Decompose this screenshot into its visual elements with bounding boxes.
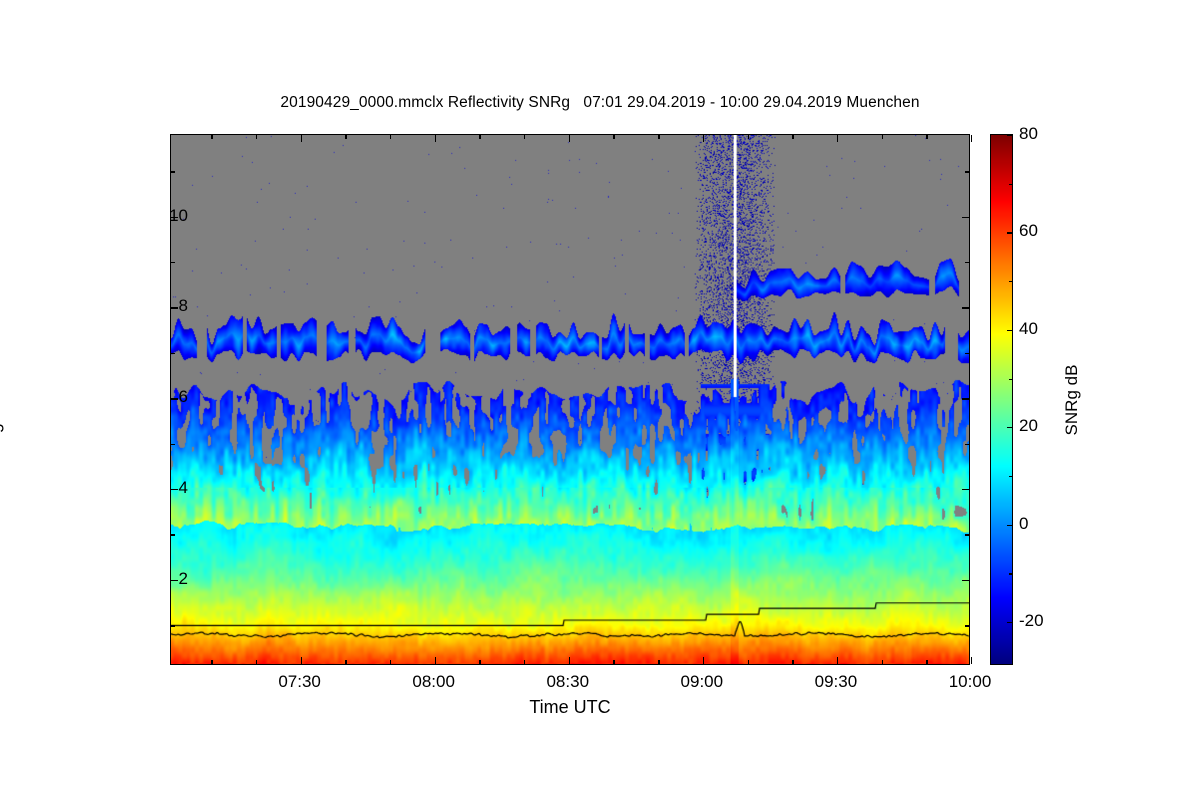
colorbar-tick-label: 80 bbox=[1019, 124, 1038, 143]
x-tick-minor-top bbox=[792, 135, 794, 139]
x-tick-minor bbox=[479, 660, 481, 664]
page-title: 20190429_0000.mmclx Reflectivity SNRg 07… bbox=[280, 94, 920, 111]
x-tick-major-top bbox=[836, 135, 839, 142]
x-tick-major-top bbox=[434, 135, 437, 142]
y-tick-minor-right bbox=[965, 171, 969, 173]
y-tick-major bbox=[171, 216, 178, 219]
y-tick-label: 4 bbox=[178, 478, 188, 497]
colorbar-tick-minor bbox=[1009, 378, 1012, 380]
x-tick-label: 09:30 bbox=[814, 672, 858, 691]
x-tick-minor bbox=[747, 660, 749, 664]
colorbar-tick bbox=[1007, 329, 1012, 332]
colorbar-tick-minor bbox=[1009, 281, 1012, 283]
x-tick-minor-top bbox=[658, 135, 660, 139]
x-tick-label: 10:00 bbox=[948, 672, 992, 691]
x-tick-minor-top bbox=[747, 135, 749, 139]
y-tick-major bbox=[171, 579, 178, 582]
y-tick-label: 10 bbox=[169, 205, 188, 225]
x-tick-minor bbox=[255, 660, 258, 664]
colorbar-tick-minor bbox=[1009, 183, 1012, 185]
x-tick-major-top bbox=[300, 135, 302, 142]
y-tick-major-right bbox=[962, 489, 969, 491]
x-tick-major-top bbox=[568, 135, 571, 142]
y-tick-major-right bbox=[962, 398, 969, 400]
y-tick-minor bbox=[171, 443, 175, 445]
colorbar-tick-label: 20 bbox=[1019, 416, 1038, 436]
x-tick-major-top bbox=[971, 135, 973, 142]
colorbar-tick-minor bbox=[1009, 476, 1012, 478]
x-tick-major bbox=[300, 657, 302, 664]
x-tick-major bbox=[971, 657, 973, 664]
colorbar-tick bbox=[1007, 427, 1012, 429]
x-tick-minor-top bbox=[389, 135, 392, 139]
x-tick-minor-top bbox=[524, 135, 526, 139]
x-tick-minor-top bbox=[255, 135, 258, 139]
y-tick-minor bbox=[171, 262, 175, 264]
reflectivity-heatmap bbox=[171, 135, 969, 664]
colorbar-tick bbox=[1007, 135, 1012, 137]
x-tick-label: 08:30 bbox=[546, 672, 590, 691]
x-tick-major bbox=[702, 657, 705, 664]
colorbar-tick bbox=[1007, 524, 1012, 526]
y-tick-major bbox=[171, 307, 178, 309]
y-tick-major-right bbox=[962, 216, 969, 219]
colorbar-tick-minor bbox=[1009, 573, 1012, 575]
x-tick-minor bbox=[881, 660, 883, 664]
x-tick-major bbox=[434, 657, 437, 664]
x-tick-minor-top bbox=[345, 135, 347, 139]
y-tick-label: 2 bbox=[178, 568, 188, 588]
y-tick-minor bbox=[171, 352, 175, 355]
y-tick-label: 6 bbox=[178, 387, 188, 407]
y-tick-major bbox=[171, 398, 178, 400]
x-tick-minor bbox=[792, 660, 794, 664]
x-tick-minor bbox=[524, 660, 526, 664]
y-tick-minor-right bbox=[965, 534, 969, 536]
y-tick-label: 8 bbox=[178, 296, 188, 316]
y-tick-minor-right bbox=[965, 262, 969, 264]
colorbar-gradient bbox=[991, 135, 1012, 664]
x-tick-minor-top bbox=[926, 135, 928, 139]
y-tick-minor bbox=[171, 625, 175, 627]
x-axis-title: Time UTC bbox=[529, 697, 611, 717]
x-tick-major bbox=[836, 657, 839, 664]
x-tick-label: 08:00 bbox=[412, 672, 455, 691]
x-tick-minor bbox=[389, 660, 392, 664]
colorbar-tick bbox=[1007, 622, 1012, 624]
y-tick-major-right bbox=[962, 579, 969, 582]
x-tick-minor bbox=[926, 660, 928, 664]
x-tick-major-top bbox=[702, 135, 705, 142]
x-tick-minor-top bbox=[613, 135, 615, 139]
colorbar-tick-label: 0 bbox=[1019, 513, 1029, 533]
colorbar-tick bbox=[1007, 232, 1012, 234]
y-tick-minor-right bbox=[965, 352, 969, 355]
colorbar-tick-label: -20 bbox=[1019, 611, 1044, 631]
y-tick-minor bbox=[171, 171, 175, 173]
x-tick-minor-top bbox=[211, 135, 213, 139]
colorbar-tick-label: 60 bbox=[1019, 221, 1038, 241]
y-tick-minor-right bbox=[965, 625, 969, 627]
x-tick-minor-top bbox=[479, 135, 481, 139]
x-tick-label: 09:00 bbox=[680, 672, 724, 691]
radar-plot-axes[interactable] bbox=[170, 134, 973, 665]
x-tick-minor-top bbox=[881, 135, 883, 139]
y-tick-major bbox=[171, 489, 178, 491]
x-tick-minor bbox=[345, 660, 347, 664]
y-tick-minor-right bbox=[965, 443, 969, 445]
x-tick-label: 07:30 bbox=[278, 672, 321, 691]
x-tick-minor bbox=[658, 660, 660, 664]
colorbar-tick-label: 40 bbox=[1019, 318, 1038, 338]
x-tick-minor bbox=[211, 660, 213, 664]
x-tick-minor bbox=[613, 660, 615, 664]
y-axis-title: Height AGL km bbox=[0, 339, 4, 461]
colorbar[interactable] bbox=[990, 134, 1013, 665]
y-tick-major-right bbox=[962, 307, 969, 309]
y-tick-minor bbox=[171, 534, 175, 536]
colorbar-title: SNRg dB bbox=[1062, 364, 1081, 436]
x-tick-major bbox=[568, 657, 571, 664]
